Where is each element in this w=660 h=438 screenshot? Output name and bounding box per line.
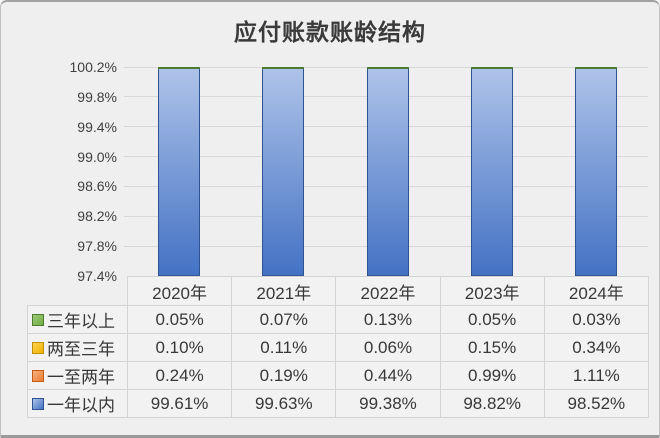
table-row: 一至两年 0.24% 0.19% 0.44% 0.99% 1.11% [27,361,649,390]
bar-segment-一年以内-2022年 [366,67,409,276]
legend-label: 一至两年 [47,368,115,387]
value-cell: 0.05% [126,305,233,334]
bar-segment-三年以上-2024年 [574,67,617,69]
legend-cell-两至三年: 两至三年 [27,333,128,362]
legend-cell-三年以上: 三年以上 [27,305,128,334]
y-axis-tick-label: 97.8% [77,238,117,255]
value-cell: 0.15% [439,333,545,362]
value-cell: 0.06% [335,333,441,362]
value-cell: 0.13% [335,305,441,334]
y-axis-tick-label: 99.4% [77,118,117,135]
value-cell: 99.38% [335,389,441,418]
value-cell: 0.10% [126,333,233,362]
y-axis-tick-label: 100.2% [69,59,117,75]
value-cell: 0.03% [543,305,649,334]
table-corner-empty [28,277,128,306]
x-axis-category-label: 2023年 [439,276,545,306]
value-cell: 0.11% [231,333,337,362]
legend-marker-icon [32,397,44,410]
legend-label: 两至三年 [47,340,115,359]
bar-segment-一年以内-2021年 [262,67,305,276]
value-cell: 99.63% [231,389,337,418]
legend-marker-icon [32,369,44,382]
y-axis-tick-label: 99.8% [77,88,117,105]
x-axis-category-label: 2021年 [231,276,337,306]
value-cell: 0.34% [543,333,649,362]
legend-label: 一年以内 [47,396,115,415]
y-axis-tick-label: 98.6% [77,178,117,195]
legend-cell-一年以内: 一年以内 [27,389,128,418]
legend-marker-icon [32,341,44,354]
value-cell: 98.82% [439,389,545,418]
value-cell: 0.05% [439,305,545,334]
table-row: 两至三年 0.10% 0.11% 0.06% 0.15% 0.34% [27,333,649,362]
legend-marker-icon [32,313,44,326]
value-cell: 1.11% [543,361,649,390]
y-axis-tick-label: 98.2% [77,208,117,225]
x-axis-category-label: 2022年 [335,276,441,306]
value-cell: 0.24% [126,361,233,390]
x-axis-category-label: 2020年 [126,276,233,306]
legend-cell-一至两年: 一至两年 [27,361,128,390]
table-row: 三年以上 0.05% 0.07% 0.13% 0.05% 0.03% [27,305,649,334]
x-axis-category-label: 2024年 [543,276,649,306]
chart-title: 应付账款账龄结构 [234,19,426,45]
y-axis-tick-label: 97.4% [77,268,117,284]
value-cell: 98.52% [543,389,649,418]
y-axis-tick-label: 99.0% [77,148,117,165]
bar-segment-一年以内-2023年 [470,67,513,276]
bar-segment-三年以上-2021年 [262,67,305,69]
bar-segment-三年以上-2023年 [470,67,513,69]
data-table: 2020年 2021年 2022年 2023年 2024年 三年以上 0.05% 0.07% 0… [27,276,649,418]
bar-segment-三年以上-2022年 [366,67,409,69]
bar-segment-三年以上-2020年 [158,67,201,69]
legend-label: 三年以上 [47,312,115,331]
bar-segment-一年以内-2020年 [158,67,201,276]
value-cell: 99.61% [126,389,233,418]
value-cell: 0.99% [439,361,545,390]
value-cell: 0.44% [335,361,441,390]
table-row: 一年以内 99.61% 99.63% 99.38% 98.82% 98.52% [27,389,649,418]
value-cell: 0.19% [231,361,337,390]
bar-segment-一年以内-2024年 [574,67,617,276]
value-cell: 0.07% [231,305,337,334]
